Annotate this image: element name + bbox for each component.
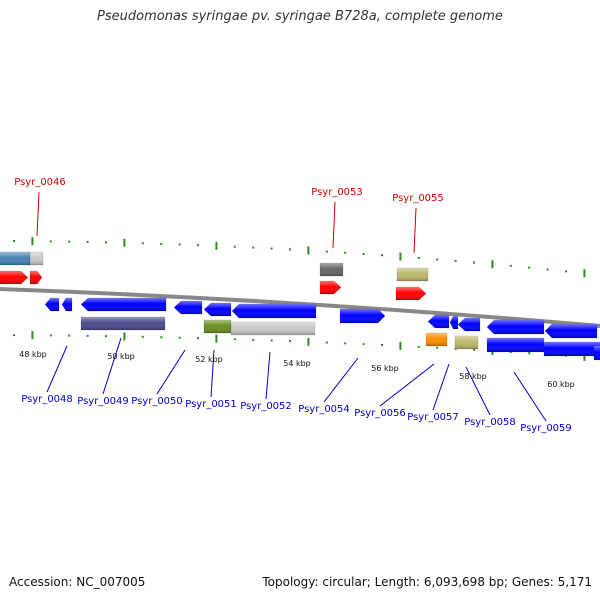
gene-feature-lower[interactable] <box>61 297 73 312</box>
gene-label-lower[interactable]: Psyr_0049 <box>77 396 129 407</box>
gene-leader-line-upper <box>413 207 417 254</box>
gene-label-upper[interactable]: Psyr_0046 <box>14 177 66 188</box>
scale-label: 58 kbp <box>459 372 487 381</box>
gene-label-lower[interactable]: Psyr_0052 <box>240 401 292 412</box>
gene-label-lower[interactable]: Psyr_0056 <box>354 408 406 419</box>
gene-label-upper[interactable]: Psyr_0055 <box>392 193 444 204</box>
scale-label: 52 kbp <box>195 355 223 364</box>
scale-label: 48 kbp <box>19 350 47 359</box>
gene-feature-upper[interactable] <box>319 262 344 277</box>
gene-feature-lower[interactable] <box>80 316 166 331</box>
gene-feature-lower[interactable] <box>486 337 545 353</box>
gene-feature-lower[interactable] <box>231 303 317 319</box>
gene-feature-lower[interactable] <box>543 341 600 357</box>
scale-label: 54 kbp <box>283 359 311 368</box>
gene-label-lower[interactable]: Psyr_0058 <box>464 417 516 428</box>
scale-label: 50 kbp <box>107 352 135 361</box>
gene-feature-upper[interactable] <box>0 251 31 266</box>
gene-feature-upper[interactable] <box>29 270 43 285</box>
gene-leader-line-lower <box>102 337 122 395</box>
accession-text: Accession: NC_007005 <box>9 575 146 589</box>
gene-feature-lower[interactable] <box>173 300 203 315</box>
gene-label-upper[interactable]: Psyr_0053 <box>311 187 363 198</box>
gene-feature-lower[interactable] <box>457 317 481 332</box>
gene-feature-lower[interactable] <box>593 345 600 361</box>
gene-feature-lower[interactable] <box>44 297 60 312</box>
genome-summary-text: Topology: circular; Length: 6,093,698 bp… <box>262 575 592 589</box>
gene-feature-lower[interactable] <box>203 319 232 334</box>
genome-backbone <box>0 287 600 328</box>
gene-leader-line-upper <box>332 201 336 249</box>
gene-label-lower[interactable]: Psyr_0057 <box>407 412 459 423</box>
gene-feature-lower[interactable] <box>449 315 459 330</box>
gene-leader-line-lower <box>379 363 435 407</box>
gene-feature-lower[interactable] <box>230 321 316 336</box>
scale-label: 60 kbp <box>547 380 575 389</box>
map-title: Pseudomonas syringae pv. syringae B728a,… <box>97 9 503 24</box>
gene-label-lower[interactable]: Psyr_0050 <box>131 396 183 407</box>
gene-leader-line-lower <box>432 363 450 411</box>
gene-leader-line-lower <box>156 349 186 395</box>
gene-feature-lower[interactable] <box>427 314 450 329</box>
gene-feature-lower[interactable] <box>339 308 386 324</box>
gene-feature-upper[interactable] <box>29 251 44 266</box>
gene-leader-line-lower <box>513 371 547 422</box>
gene-feature-lower[interactable] <box>425 332 448 347</box>
gene-label-lower[interactable]: Psyr_0048 <box>21 394 73 405</box>
gene-feature-upper[interactable] <box>395 286 427 301</box>
gene-feature-lower[interactable] <box>454 335 479 350</box>
gene-label-lower[interactable]: Psyr_0054 <box>298 404 350 415</box>
gene-leader-line-lower <box>265 351 271 400</box>
gene-leader-line-lower <box>46 345 68 393</box>
gene-feature-lower[interactable] <box>203 302 232 317</box>
gene-feature-lower[interactable] <box>544 323 598 339</box>
gene-feature-upper[interactable] <box>0 270 29 285</box>
scale-label: 56 kbp <box>371 364 399 373</box>
gene-feature-upper[interactable] <box>319 280 342 295</box>
gene-feature-lower[interactable] <box>486 319 545 335</box>
gene-leader-line-upper <box>36 191 40 237</box>
gene-feature-upper[interactable] <box>396 267 429 282</box>
gene-label-lower[interactable]: Psyr_0059 <box>520 423 572 434</box>
gene-label-lower[interactable]: Psyr_0051 <box>185 399 237 410</box>
gene-leader-line-lower <box>323 357 359 403</box>
gene-leader-line-lower <box>210 349 215 398</box>
gene-leader-line-lower <box>465 366 491 416</box>
gene-feature-lower[interactable] <box>80 297 167 312</box>
